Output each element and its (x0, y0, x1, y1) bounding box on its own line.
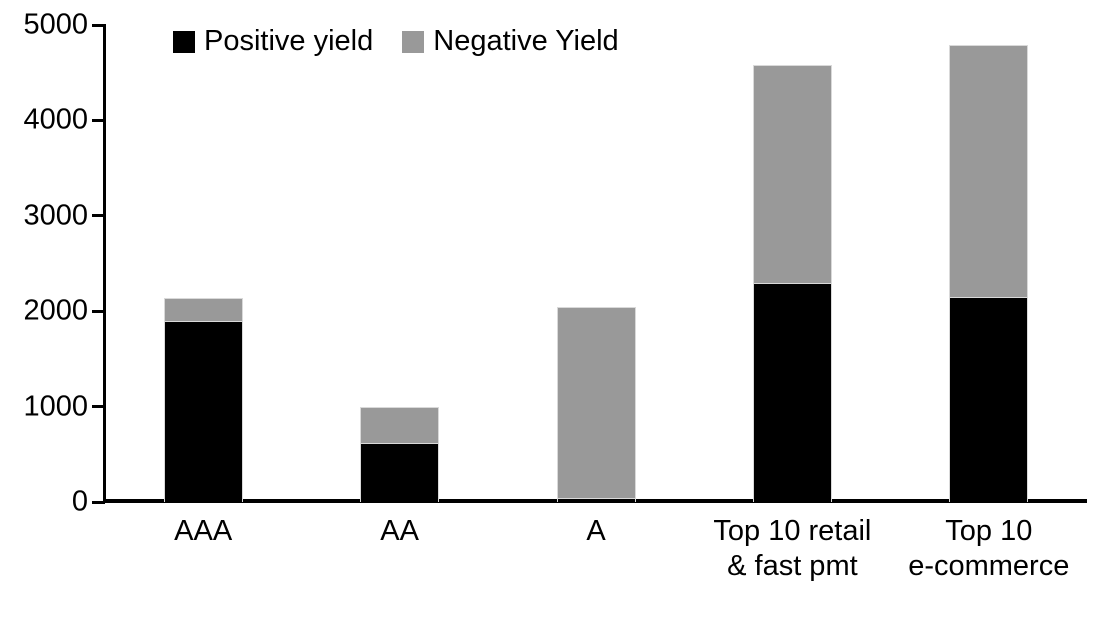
y-axis-tick-label: 2000 (23, 294, 88, 327)
legend-swatch-positive-icon (173, 30, 195, 53)
x-axis-category-label: AAA (174, 515, 233, 547)
y-axis-tick-label: 1000 (23, 390, 88, 423)
bar-segment-positive-yield (556, 498, 636, 502)
bar-segment-negative-yield (949, 45, 1029, 297)
bar-stack (360, 406, 440, 502)
bar-segment-negative-yield (752, 65, 832, 283)
legend-label-negative: Negative Yield (433, 25, 619, 57)
bar-stack (752, 65, 832, 502)
x-axis-category-label: A (586, 515, 606, 547)
y-axis-tick-mark (92, 405, 105, 409)
bar-segment-positive-yield (163, 320, 243, 502)
bar-segment-positive-yield (752, 282, 832, 502)
legend-label-positive: Positive yield (204, 25, 374, 57)
bar-stack (163, 297, 243, 502)
y-axis-tick-label: 3000 (23, 199, 88, 232)
bar-stack (556, 307, 636, 502)
legend-item-negative-yield: Negative Yield (402, 25, 619, 58)
y-axis-tick-mark (92, 214, 105, 218)
y-axis-tick-mark (92, 23, 105, 27)
bar-segment-positive-yield (949, 296, 1029, 502)
y-axis-tick-mark (92, 118, 105, 122)
y-axis-tick-label: 0 (71, 485, 88, 518)
y-axis-tick-label: 4000 (23, 103, 88, 136)
bar-segment-negative-yield (556, 307, 636, 499)
x-axis-category-label: Top 10 e-commerce (908, 515, 1070, 582)
legend-item-positive-yield: Positive yield (173, 25, 373, 58)
y-axis-tick-mark (92, 309, 105, 313)
bar-segment-positive-yield (360, 442, 440, 502)
y-axis-tick-label: 5000 (23, 8, 88, 41)
legend: Positive yield Negative Yield (173, 25, 619, 58)
y-axis-line (103, 24, 106, 503)
legend-swatch-negative-icon (402, 30, 425, 53)
bar-segment-negative-yield (360, 406, 440, 443)
bar-segment-negative-yield (163, 297, 243, 321)
x-axis-category-label: Top 10 retail & fast pmt (713, 515, 872, 582)
y-axis-tick-mark (92, 500, 105, 504)
x-axis-category-label: AA (380, 515, 419, 547)
bar-stack (949, 45, 1029, 502)
